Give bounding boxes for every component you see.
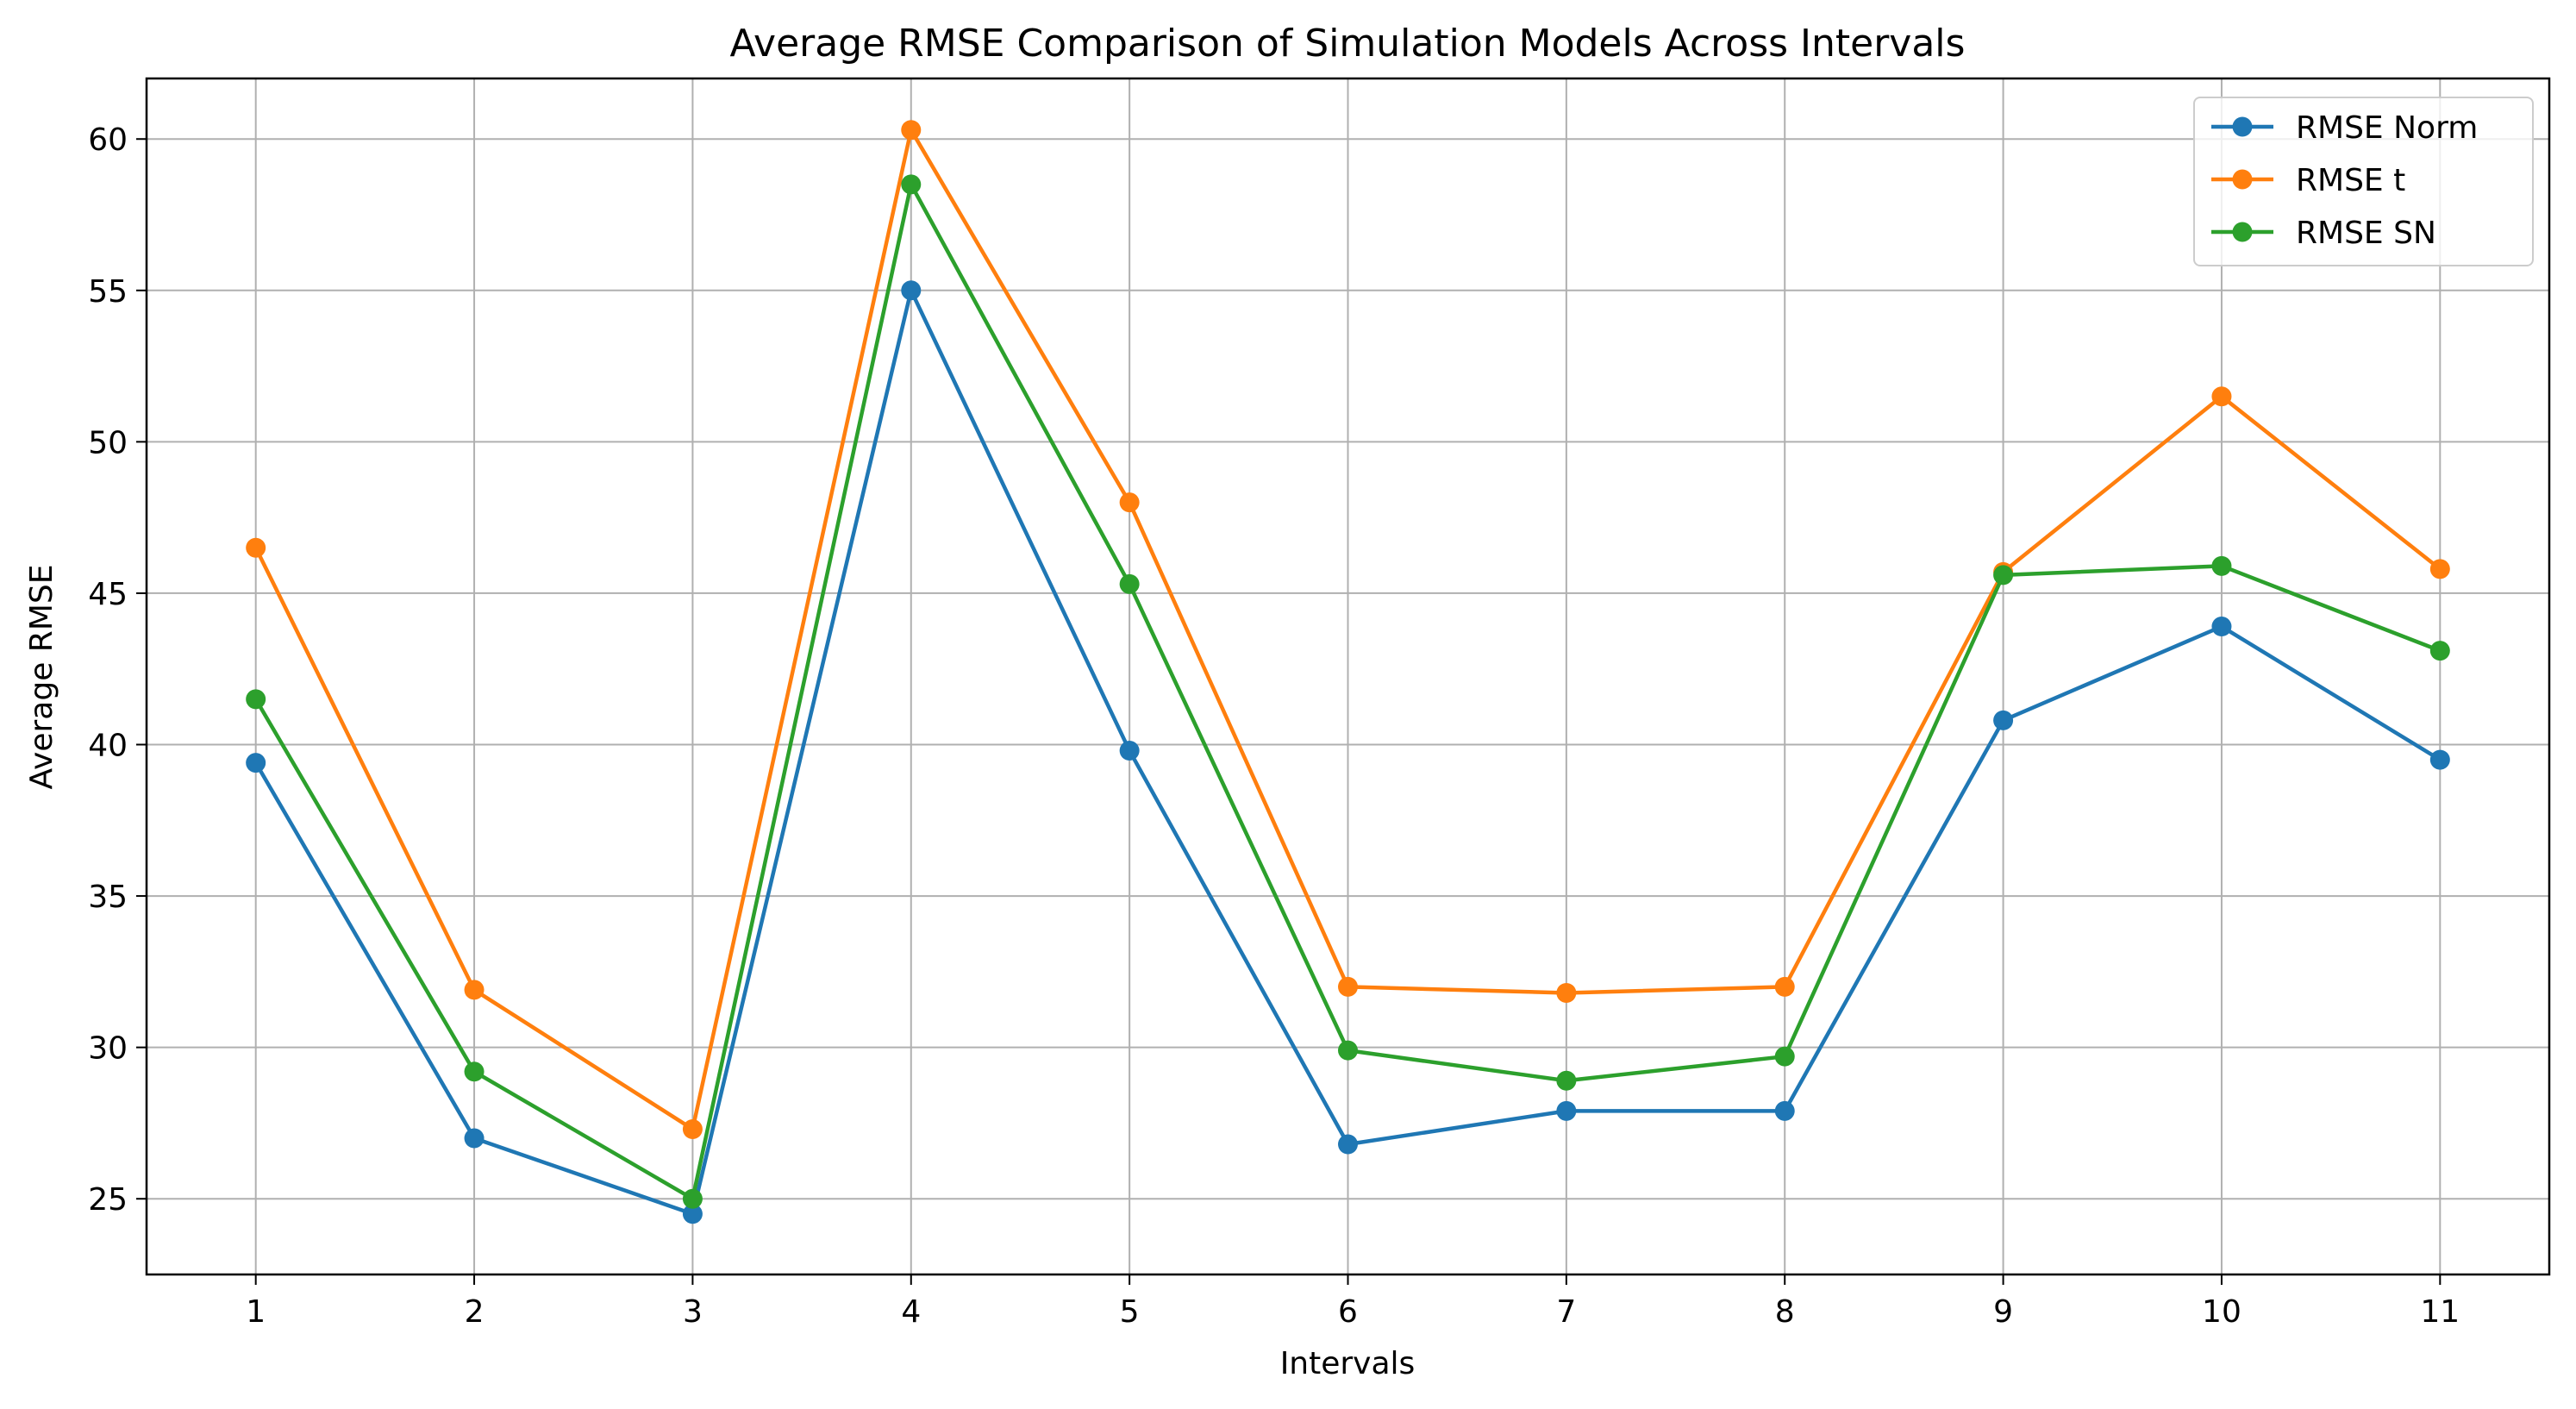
y-tick-label: 40 xyxy=(88,729,128,764)
legend-label: RMSE t xyxy=(2296,163,2405,198)
legend-label: RMSE Norm xyxy=(2296,110,2478,146)
data-point xyxy=(1338,1134,1358,1155)
x-tick-label: 5 xyxy=(1120,1294,1140,1330)
y-tick-label: 30 xyxy=(88,1031,128,1067)
x-axis-label: Intervals xyxy=(1280,1346,1416,1381)
data-point xyxy=(464,980,485,1000)
y-tick-label: 50 xyxy=(88,425,128,460)
x-tick-label: 11 xyxy=(2420,1294,2460,1330)
y-tick-label: 60 xyxy=(88,122,128,158)
data-point xyxy=(1338,976,1358,997)
chart-title: Average RMSE Comparison of Simulation Mo… xyxy=(730,22,1966,66)
data-point xyxy=(1119,573,1140,594)
data-point xyxy=(2429,641,2450,661)
data-point xyxy=(246,689,266,710)
data-point xyxy=(1993,565,2014,586)
data-point xyxy=(1774,1046,1795,1067)
data-point xyxy=(1774,976,1795,997)
data-point xyxy=(464,1128,485,1149)
data-point xyxy=(246,753,266,773)
x-tick-label: 3 xyxy=(683,1294,703,1330)
data-point xyxy=(682,1204,703,1224)
y-axis-label: Average RMSE xyxy=(24,565,59,790)
data-point xyxy=(464,1061,485,1082)
data-point xyxy=(1774,1100,1795,1121)
data-point xyxy=(1556,1070,1577,1091)
legend: RMSE Norm RMSE t RMSE SN xyxy=(2193,97,2534,266)
x-tick-label: 10 xyxy=(2202,1294,2241,1330)
data-point xyxy=(1556,1100,1577,1121)
data-point xyxy=(2211,617,2232,637)
data-point xyxy=(2429,559,2450,579)
legend-label: RMSE SN xyxy=(2296,216,2436,251)
legend-marker xyxy=(2232,116,2253,137)
data-point xyxy=(1556,982,1577,1003)
y-tick-label: 35 xyxy=(88,880,128,915)
data-point xyxy=(901,120,922,141)
series-rmse-sn xyxy=(246,174,2450,1209)
data-point xyxy=(2429,749,2450,770)
data-point xyxy=(682,1118,703,1139)
data-point xyxy=(2211,386,2232,407)
y-tick-label: 45 xyxy=(88,577,128,612)
legend-marker xyxy=(2232,169,2253,190)
x-tick-label: 4 xyxy=(901,1294,921,1330)
x-tick-label: 1 xyxy=(246,1294,266,1330)
data-point xyxy=(901,280,922,301)
x-tick-label: 6 xyxy=(1338,1294,1358,1330)
data-point xyxy=(901,174,922,195)
data-point xyxy=(246,537,266,558)
legend-marker xyxy=(2232,222,2253,242)
legend-box xyxy=(2193,97,2534,266)
series-rmse-norm xyxy=(246,280,2450,1224)
y-tick-label: 25 xyxy=(88,1182,128,1218)
data-point xyxy=(1993,710,2014,730)
x-tick-label: 8 xyxy=(1775,1294,1795,1330)
data-point xyxy=(1338,1040,1358,1061)
x-tick-label: 7 xyxy=(1556,1294,1576,1330)
series-rmse-t xyxy=(246,120,2450,1139)
data-point xyxy=(2211,555,2232,576)
data-point xyxy=(1119,741,1140,761)
data-point xyxy=(1119,492,1140,513)
y-tick-label: 55 xyxy=(88,274,128,310)
series-lines xyxy=(246,120,2450,1224)
data-point xyxy=(682,1188,703,1209)
x-tick-label: 9 xyxy=(1993,1294,2013,1330)
y-axis: 25 30 35 40 45 50 55 60 xyxy=(88,122,147,1218)
x-tick-label: 2 xyxy=(465,1294,485,1330)
x-axis: 1 2 3 4 5 6 7 8 9 10 11 xyxy=(246,1274,2460,1330)
